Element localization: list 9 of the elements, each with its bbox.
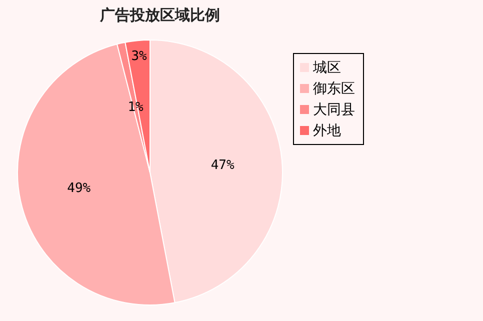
data-label: 49% [67, 180, 91, 196]
data-label: 3% [131, 48, 148, 64]
legend-label: 城区 [313, 58, 341, 76]
data-label: 1% [128, 100, 144, 116]
chart-title: 广告投放区域比例 [98, 6, 221, 25]
data-label: 47% [210, 158, 234, 174]
legend-label: 御东区 [313, 80, 355, 98]
legend-label: 大同县 [313, 100, 355, 118]
legend-label: 外地 [313, 122, 341, 140]
